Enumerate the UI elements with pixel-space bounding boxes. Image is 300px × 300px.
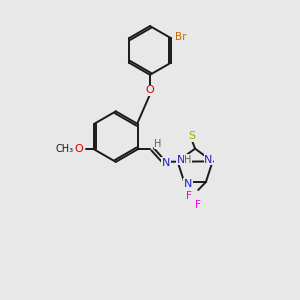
Text: CH₃: CH₃ — [55, 144, 73, 154]
Text: N: N — [177, 154, 185, 165]
Text: N: N — [162, 158, 170, 168]
Text: F: F — [195, 200, 201, 210]
Text: F: F — [186, 191, 192, 201]
Text: H: H — [184, 154, 192, 165]
Text: O: O — [146, 85, 154, 95]
Text: N: N — [184, 179, 192, 189]
Text: H: H — [154, 139, 162, 149]
Text: Br: Br — [175, 32, 186, 42]
Text: N: N — [204, 154, 213, 165]
Text: O: O — [75, 144, 83, 154]
Text: S: S — [188, 131, 195, 141]
